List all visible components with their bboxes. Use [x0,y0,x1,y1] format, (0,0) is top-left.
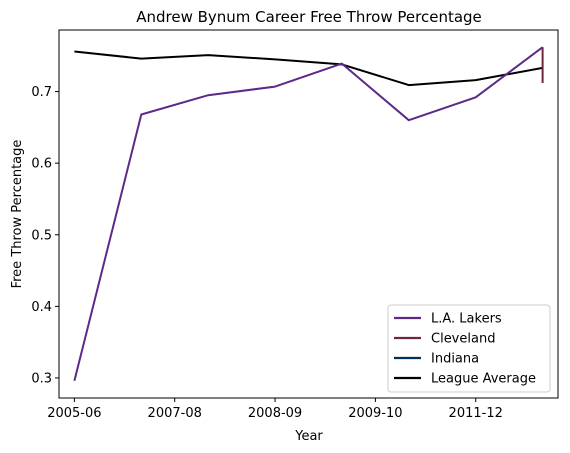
x-tick-label: 2008-09 [248,406,302,421]
legend-label-indiana: Indiana [431,352,479,367]
x-tick-label: 2005-06 [47,406,101,421]
x-tick-label: 2007-08 [148,406,202,421]
series-lines [73,46,544,382]
y-tick-label: 0.7 [31,85,52,100]
x-axis-title: Year [294,429,323,444]
chart-title: Andrew Bynum Career Free Throw Percentag… [136,8,482,26]
y-axis-title: Free Throw Percentage [10,140,25,289]
plot-frame [58,29,559,399]
y-axis: 0.3 0.4 0.5 0.6 0.7 [31,85,59,386]
series-line-league-average [74,50,543,87]
legend-label-l-a-lakers: L.A. Lakers [431,312,502,327]
y-tick-label: 0.5 [31,228,52,243]
series-line-l-a-lakers [73,46,544,382]
legend-box [387,304,551,393]
y-tick-label: 0.6 [31,157,52,172]
legend: L.A. Lakers Cleveland Indiana League Averag… [387,304,551,393]
y-tick-label: 0.4 [31,300,52,315]
legend-label-cleveland: Cleveland [431,332,495,347]
x-tick-label: 2009-10 [348,406,402,421]
y-tick-label: 0.3 [31,371,52,386]
x-axis: 2005-06 2007-08 2008-09 2009-10 2011-12 [47,398,503,421]
legend-label-league-average: League Average [431,372,536,387]
x-tick-label: 2011-12 [449,406,503,421]
